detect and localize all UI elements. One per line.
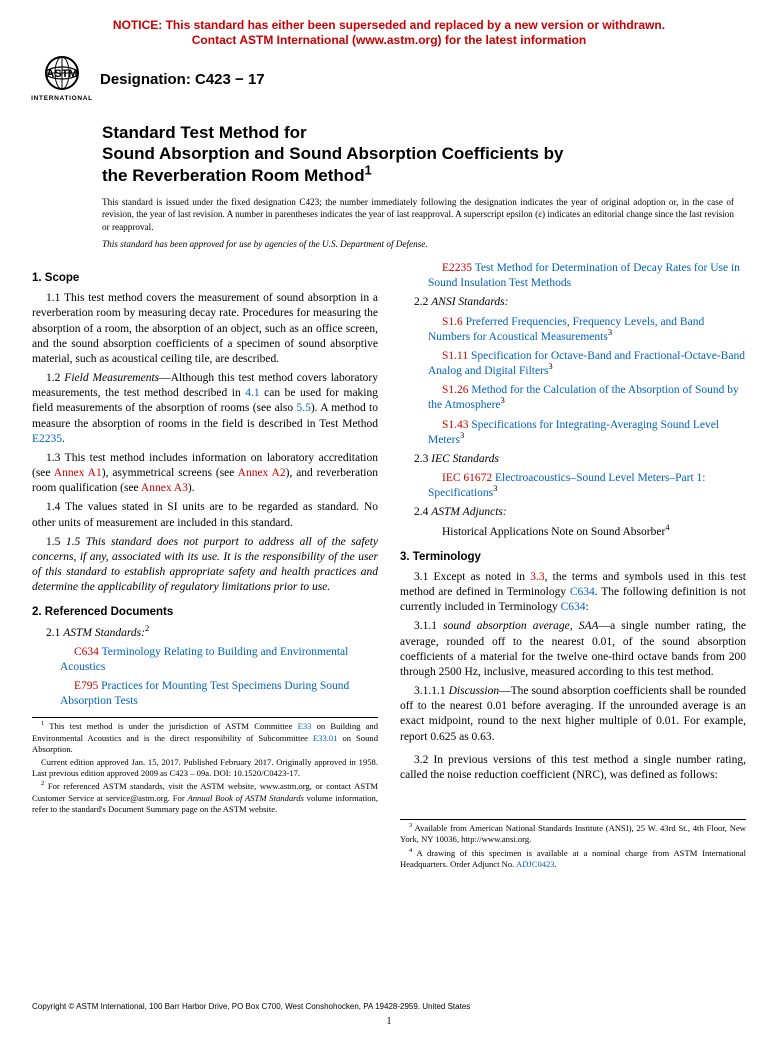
link-3-3[interactable]: 3.3 (530, 571, 544, 583)
designation-label: Designation: C423 − 17 (100, 71, 265, 88)
page-number: 1 (0, 1016, 778, 1027)
link-subcommittee-e3301[interactable]: E33.01 (313, 733, 338, 743)
ref-iec-61672[interactable]: IEC 61672 Electroacoustics–Sound Level M… (400, 471, 746, 501)
ref-c634[interactable]: C634 Terminology Relating to Building an… (32, 645, 378, 675)
ref-e795[interactable]: E795 Practices for Mounting Test Specime… (32, 679, 378, 709)
ref-e2235[interactable]: E2235 Test Method for Determination of D… (400, 261, 746, 291)
sub-2-2: 2.2 ANSI Standards: (400, 295, 746, 310)
sub-2-1: 2.1 ASTM Standards:2 (32, 626, 378, 641)
para-3-1-1-1: 3.1.1.1 Discussion—The sound absorption … (400, 684, 746, 745)
copyright-line: Copyright © ASTM International, 100 Barr… (32, 1002, 470, 1011)
ref-adjunct: Historical Applications Note on Sound Ab… (400, 525, 746, 540)
ref-s1-43[interactable]: S1.43 Specifications for Integrating-Ave… (400, 418, 746, 448)
link-c634-a[interactable]: C634 (570, 586, 595, 598)
para-3-1: 3.1 Except as noted in 3.3, the terms an… (400, 570, 746, 616)
section-1-heading: 1. Scope (32, 271, 378, 286)
logo-caption: INTERNATIONAL (31, 95, 93, 102)
section-3-heading: 3. Terminology (400, 550, 746, 565)
ref-s1-6[interactable]: S1.6 Preferred Frequencies, Frequency Le… (400, 315, 746, 345)
title-line-2: Sound Absorption and Sound Absorption Co… (102, 144, 564, 163)
approval-note: This standard has been approved for use … (102, 239, 746, 249)
document-page: NOTICE: This standard has either been su… (0, 0, 778, 1041)
title-footnote-ref: 1 (365, 162, 372, 177)
link-4-1[interactable]: 4.1 (245, 387, 259, 399)
astm-logo: ASTM INTERNATIONAL (32, 54, 92, 104)
footnote-1: 1 This test method is under the jurisdic… (32, 721, 378, 755)
notice-banner: NOTICE: This standard has either been su… (32, 18, 746, 48)
title-line-3: the Reverberation Room Method (102, 166, 365, 185)
link-5-5[interactable]: 5.5 (296, 402, 310, 414)
footnotes-right: 3 Available from American National Stand… (400, 819, 746, 870)
link-annex-a1[interactable]: Annex A1 (54, 467, 102, 479)
standard-title: Standard Test Method for Sound Absorptio… (102, 122, 746, 186)
link-annex-a2[interactable]: Annex A2 (238, 467, 286, 479)
body-columns: 1. Scope 1.1 This test method covers the… (32, 261, 746, 872)
ref-s1-11[interactable]: S1.11 Specification for Octave-Band and … (400, 349, 746, 379)
issuance-note: This standard is issued under the fixed … (102, 196, 734, 233)
title-line-1: Standard Test Method for (102, 123, 307, 142)
para-3-1-1: 3.1.1 sound absorption average, SAA—a si… (400, 619, 746, 680)
notice-line-2: Contact ASTM International (www.astm.org… (192, 33, 586, 47)
para-3-2: 3.2 In previous versions of this test me… (400, 753, 746, 783)
sub-2-3: 2.3 IEC Standards (400, 452, 746, 467)
link-adjc0423[interactable]: ADJC0423 (516, 859, 555, 869)
header-row: ASTM INTERNATIONAL Designation: C423 − 1… (32, 54, 746, 104)
para-1-4: 1.4 The values stated in SI units are to… (32, 500, 378, 530)
para-1-2: 1.2 Field Measurements—Although this tes… (32, 371, 378, 447)
footnote-1-p2: Current edition approved Jan. 15, 2017. … (32, 757, 378, 779)
notice-line-1: NOTICE: This standard has either been su… (113, 18, 665, 32)
para-1-3: 1.3 This test method includes informatio… (32, 451, 378, 497)
link-committee-e33[interactable]: E33 (298, 721, 312, 731)
footnote-3: 3 Available from American National Stand… (400, 823, 746, 845)
section-2-heading: 2. Referenced Documents (32, 605, 378, 620)
link-c634-b[interactable]: C634 (561, 601, 586, 613)
link-e2235[interactable]: E2235 (32, 433, 62, 445)
footnote-2: 2 For referenced ASTM standards, visit t… (32, 781, 378, 815)
para-1-1: 1.1 This test method covers the measurem… (32, 291, 378, 367)
para-1-5: 1.5 1.5 This standard does not purport t… (32, 535, 378, 596)
link-annex-a3[interactable]: Annex A3 (141, 482, 188, 494)
sub-2-4: 2.4 ASTM Adjuncts: (400, 505, 746, 520)
ref-s1-26[interactable]: S1.26 Method for the Calculation of the … (400, 383, 746, 413)
footnotes-left: 1 This test method is under the jurisdic… (32, 717, 378, 814)
footnote-4: 4 A drawing of this specimen is availabl… (400, 848, 746, 870)
svg-text:ASTM: ASTM (46, 68, 77, 80)
astm-logo-icon: ASTM (34, 56, 90, 94)
